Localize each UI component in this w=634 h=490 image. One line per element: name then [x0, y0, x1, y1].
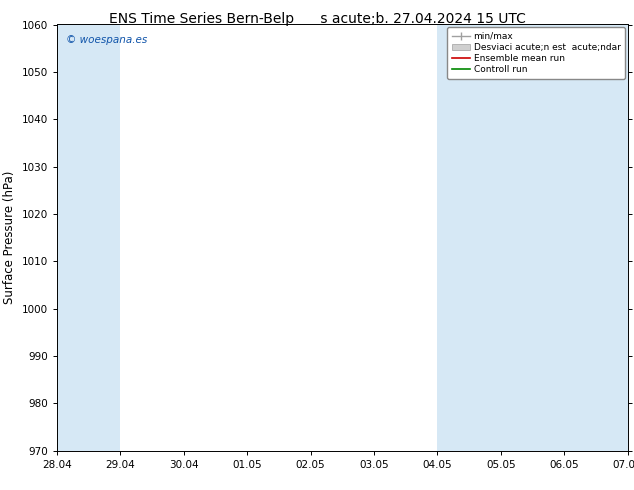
- Bar: [564, 24, 628, 451]
- Legend: min/max, Desviaci acute;n est  acute;ndar, Ensemble mean run, Controll run: min/max, Desviaci acute;n est acute;ndar…: [448, 27, 625, 79]
- Bar: [57, 24, 120, 451]
- Bar: [501, 24, 564, 451]
- Text: ENS Time Series Bern-Belp      s acute;b. 27.04.2024 15 UTC: ENS Time Series Bern-Belp s acute;b. 27.…: [108, 12, 526, 26]
- Text: © woespana.es: © woespana.es: [66, 35, 147, 45]
- Bar: [437, 24, 501, 451]
- Y-axis label: Surface Pressure (hPa): Surface Pressure (hPa): [3, 171, 16, 304]
